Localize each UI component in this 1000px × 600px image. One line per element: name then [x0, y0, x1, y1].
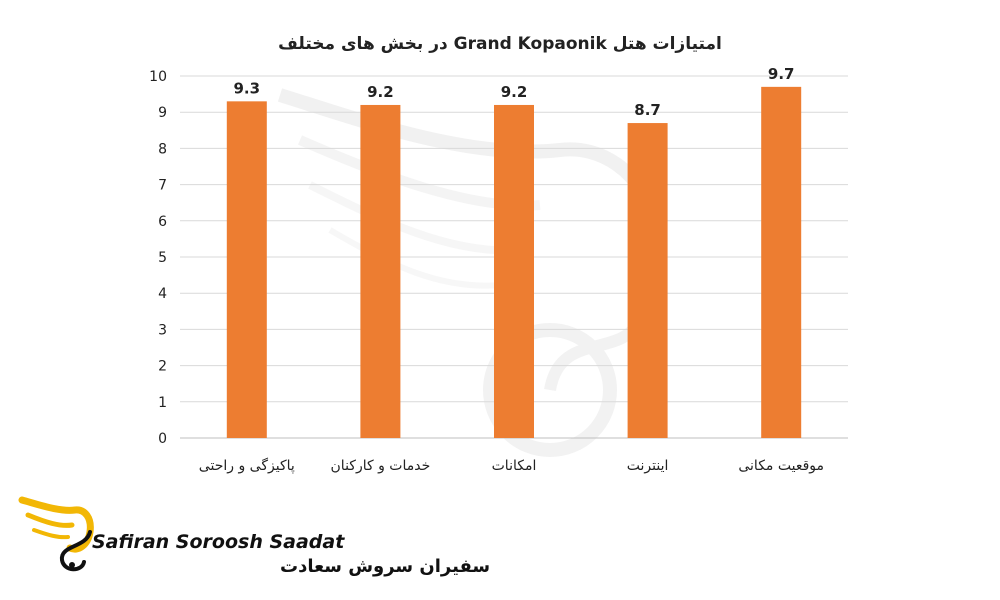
swan-logo-icon — [18, 496, 94, 572]
data-labels: 9.3 9.2 9.2 8.7 9.7 — [234, 65, 795, 119]
bar — [494, 104, 534, 439]
x-category-label: موقعیت مکانی — [738, 458, 824, 474]
x-category-label: امکانات — [492, 458, 537, 474]
y-tick-label: 5 — [158, 250, 167, 266]
x-category-label: پاکیزگی و راحتی — [199, 457, 295, 474]
y-tick-label: 6 — [158, 214, 167, 230]
y-tick-label: 1 — [158, 395, 167, 411]
data-label: 9.7 — [768, 65, 795, 83]
logo-name-fa: سفیران سروش سعادت — [280, 556, 490, 577]
y-tick-label: 8 — [158, 141, 167, 157]
bar — [226, 101, 267, 438]
company-logo: Safiran Soroosh Saadat سفیران سروش سعادت — [18, 496, 490, 577]
y-tick-label: 10 — [149, 69, 167, 85]
y-tick-label: 3 — [158, 322, 167, 338]
chart-title: امتیازات هتل Grand Kopaonik در بخش های م… — [278, 34, 722, 54]
bar — [360, 104, 401, 439]
data-label: 9.2 — [501, 83, 528, 101]
y-tick-label: 4 — [158, 286, 167, 302]
x-category-label: اینترنت — [627, 458, 669, 474]
x-category-label: خدمات و کارکنان — [331, 458, 431, 474]
x-axis-categories: پاکیزگی و راحتی خدمات و کارکنان امکانات این… — [199, 457, 824, 474]
y-tick-label: 2 — [158, 359, 167, 375]
bar — [761, 86, 802, 439]
y-axis-ticks: 0 1 2 3 4 5 6 7 8 9 10 — [149, 69, 167, 447]
y-tick-label: 7 — [158, 178, 167, 194]
logo-name-en: Safiran Soroosh Saadat — [92, 531, 345, 553]
y-tick-label: 9 — [158, 105, 167, 121]
bar — [627, 123, 668, 438]
bars — [226, 86, 802, 439]
data-label: 9.2 — [367, 83, 394, 101]
data-label: 8.7 — [634, 101, 661, 119]
data-label: 9.3 — [234, 79, 261, 97]
y-tick-label: 0 — [158, 431, 167, 447]
